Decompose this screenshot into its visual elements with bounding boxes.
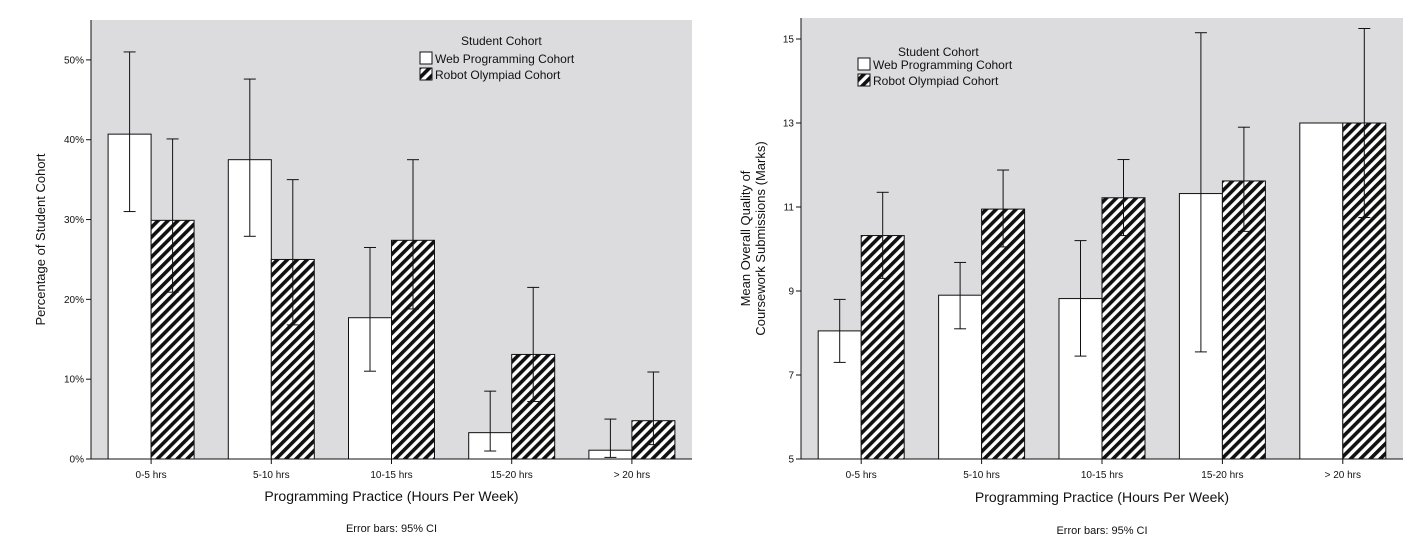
error-bar-web (243, 78, 256, 237)
y-tick-label: 40% (64, 135, 84, 146)
legend-label-robot: Robot Olympiad Cohort (873, 74, 999, 88)
y-tick-label: 11 (784, 203, 795, 214)
legend-title: Student Cohort (461, 34, 542, 48)
x-tick-label: 5-10 hrs (963, 470, 1000, 481)
legend-swatch-web (419, 51, 433, 65)
y-tick-label: 10% (64, 375, 84, 386)
quality-bar-chart: 5 7 9 11 13 15 0-5 hrs 5-10 hrs 10-15 hrs 15-20 h… (738, 18, 1403, 537)
error-bar-robot (1358, 28, 1371, 218)
x-tick-label: 0-5 hrs (136, 470, 167, 481)
bar-robot (1101, 197, 1146, 460)
error-bar-web (364, 246, 376, 372)
y-axis-label: Mean Overall Quality ofCoursework Submis… (738, 141, 768, 335)
y-tick-label: 7 (788, 371, 794, 382)
x-tick-label: > 20 hrs (614, 470, 650, 481)
legend-swatch-robot (419, 67, 433, 81)
error-bar-robot (166, 138, 179, 293)
error-bar-robot (1237, 126, 1250, 232)
error-bar-web (123, 51, 136, 213)
error-bar-note: Error bars: 95% CI (346, 523, 437, 535)
x-tick-label: 15-20 hrs (1201, 470, 1243, 481)
error-bar-web (1194, 32, 1207, 353)
x-tick-label: 0-5 hrs (846, 470, 877, 481)
x-axis-label: Programming Practice (Hours Per Week) (975, 489, 1229, 505)
y-tick-label: 50% (64, 55, 84, 66)
legend-label-robot: Robot Olympiad Cohort (435, 68, 561, 82)
error-bar-robot (527, 286, 540, 403)
legend-swatch-web (857, 57, 871, 71)
error-bar-robot (1117, 159, 1130, 237)
chart-percentage-panel: 0% 10% 20% 30% 40% 50% 0-5 hrs 5-10 hrs 10-15 hr… (33, 20, 692, 535)
error-bar-web (484, 390, 497, 452)
legend-title: Student Cohort (898, 45, 979, 59)
y-tick-label: 30% (64, 215, 84, 226)
x-tick-label: 15-20 hrs (491, 470, 533, 481)
error-bar-robot (647, 371, 660, 446)
x-tick-label: 10-15 hrs (370, 470, 412, 481)
legend-label-web: Web Programming Cohort (435, 52, 575, 66)
y-tick-label: 20% (64, 295, 84, 306)
error-bar-robot (286, 179, 299, 326)
percentage-bar-chart: 0% 10% 20% 30% 40% 50% 0-5 hrs 5-10 hrs 10-15 hr… (33, 20, 692, 535)
y-tick-label: 13 (783, 119, 795, 130)
legend: Student Cohort Web Programming Cohort Robo… (419, 34, 575, 82)
x-tick-label: 10-15 hrs (1081, 470, 1123, 481)
x-tick-label: > 20 hrs (1325, 470, 1361, 481)
error-bar-web (954, 261, 967, 330)
y-tick-label: 9 (788, 287, 794, 298)
error-bar-web (1074, 240, 1087, 357)
chart-quality-panel: 5 7 9 11 13 15 0-5 hrs 5-10 hrs 10-15 hrs 15-20 h… (708, 0, 1416, 548)
y-axis-label-line: Mean Overall Quality of (738, 170, 753, 306)
bar-web (1299, 122, 1344, 460)
error-bar-robot (876, 191, 889, 279)
y-tick-label: 5 (788, 455, 794, 466)
y-tick-label: 0% (70, 455, 85, 466)
y-axis-label-line: Coursework Submissions (Marks) (753, 141, 768, 335)
legend-swatch-robot (857, 73, 871, 87)
y-tick-label: 15 (783, 35, 795, 46)
legend-label-web: Web Programming Cohort (873, 58, 1013, 72)
y-axis-label: Percentage of Student Cohort (33, 153, 48, 325)
error-bar-note: Error bars: 95% CI (1056, 525, 1147, 537)
x-tick-label: 5-10 hrs (253, 470, 290, 481)
error-bar-robot (407, 159, 419, 310)
error-bar-web (604, 418, 617, 458)
error-bar-web (833, 298, 846, 363)
error-bar-robot (997, 169, 1010, 248)
x-axis-label: Programming Practice (Hours Per Week) (264, 488, 518, 504)
